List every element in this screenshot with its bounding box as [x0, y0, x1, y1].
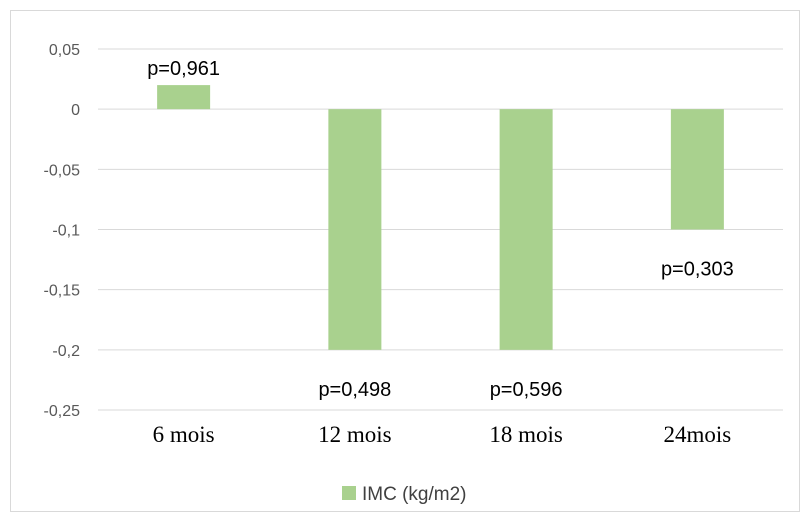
y-tick-label: -0,25 [44, 403, 81, 420]
y-tick-label: -0,15 [44, 283, 81, 300]
legend-swatch [342, 486, 356, 500]
x-category-label: 6 mois [153, 422, 215, 447]
data-label: p=0,303 [661, 259, 734, 281]
y-tick-label: -0,1 [52, 223, 80, 240]
bar-1 [157, 85, 211, 110]
x-category-label: 18 mois [489, 422, 563, 447]
data-label: p=0,596 [490, 379, 563, 401]
y-tick-label: -0,05 [44, 162, 81, 179]
x-category-label: 24mois [664, 422, 732, 447]
bar-4 [670, 109, 724, 230]
y-tick-label: -0,2 [52, 343, 80, 360]
data-label: p=0,498 [318, 379, 391, 401]
chart-area [10, 10, 800, 512]
y-tick-label: 0,05 [49, 42, 80, 59]
bar-2 [328, 109, 382, 350]
x-category-label: 12 mois [318, 422, 392, 447]
data-label: p=0,961 [147, 58, 220, 80]
y-tick-label: 0 [71, 102, 80, 119]
legend-label: IMC (kg/m2) [362, 484, 467, 505]
bar-3 [499, 109, 553, 350]
